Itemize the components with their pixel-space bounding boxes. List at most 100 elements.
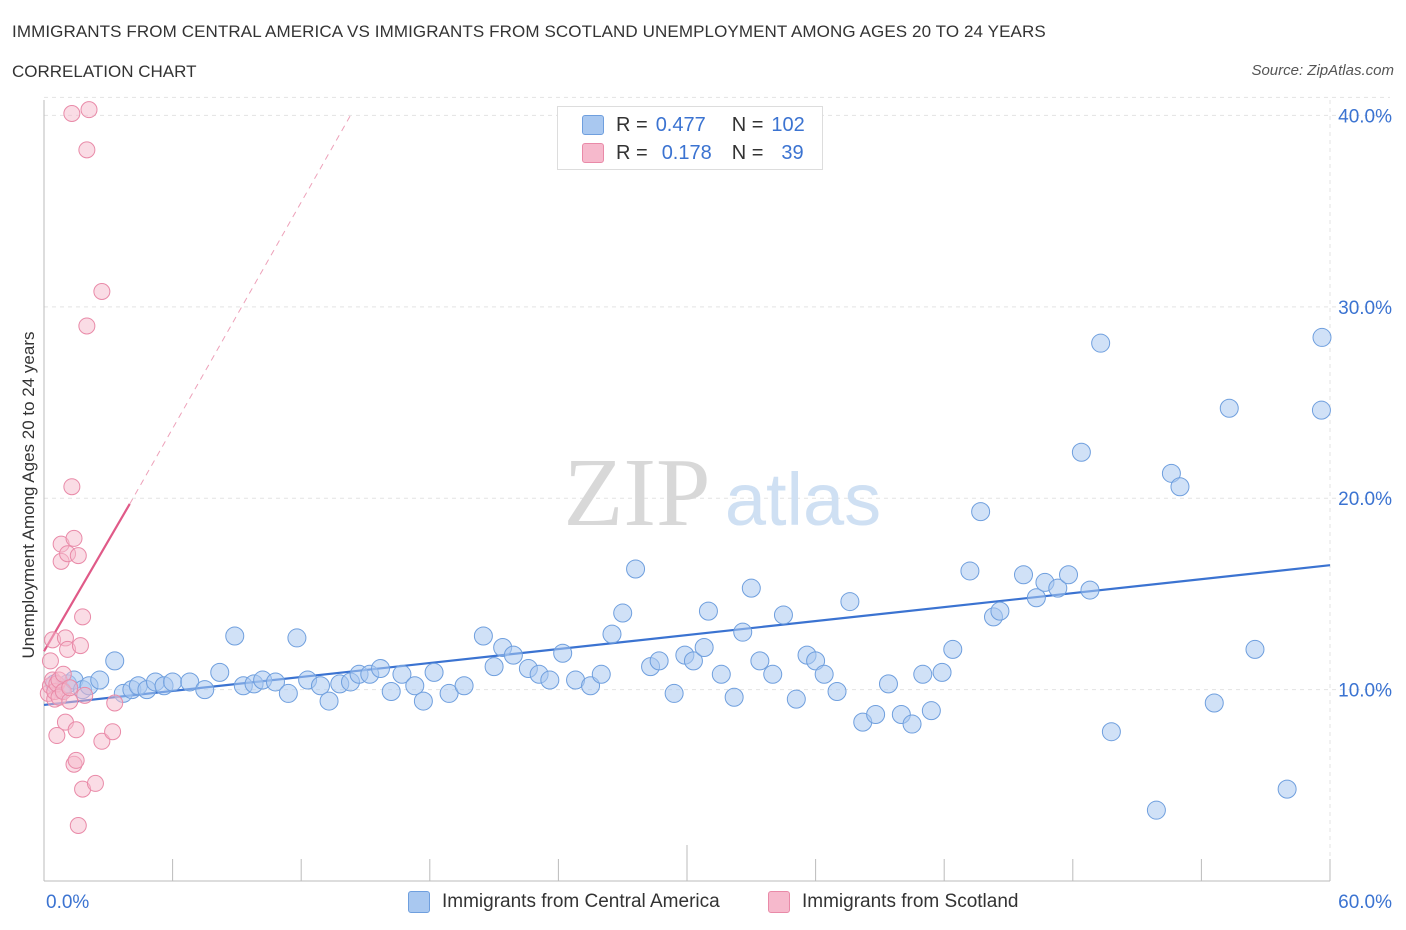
y-tick-label: 10.0%: [1338, 681, 1392, 702]
legend-label-scotland: Immigrants from Scotland: [802, 891, 1019, 912]
point-central-america: [786, 689, 806, 709]
point-central-america: [664, 683, 684, 703]
point-central-america: [932, 662, 952, 682]
point-central-america: [626, 559, 646, 579]
point-central-america: [180, 672, 200, 692]
n-label: N =: [731, 141, 764, 164]
point-central-america: [265, 672, 285, 692]
legend-row-central-america: R = 0.477 N = 102: [582, 113, 805, 137]
r-label: R =: [616, 141, 648, 164]
watermark: ZIP atlas: [564, 439, 882, 547]
point-central-america: [613, 603, 633, 623]
tick-labels: 10.0% 20.0% 30.0% 40.0% 0.0% 60.0%: [46, 106, 1392, 913]
point-scotland: [67, 721, 85, 739]
point-central-america: [1170, 477, 1190, 497]
point-central-america: [319, 691, 339, 711]
point-central-america: [424, 662, 444, 682]
y-axis-label: Unemployment Among Ages 20 to 24 years: [19, 332, 38, 659]
point-central-america: [827, 682, 847, 702]
point-scotland: [80, 101, 98, 119]
data-points: [39, 101, 1332, 834]
point-scotland: [65, 529, 83, 547]
point-central-america: [503, 645, 523, 665]
point-central-america: [698, 601, 718, 621]
point-central-america: [287, 628, 307, 648]
point-central-america: [1219, 398, 1239, 418]
point-central-america: [381, 682, 401, 702]
point-central-america: [683, 651, 703, 671]
point-scotland: [74, 608, 92, 626]
legend-item-scotland: Immigrants from Scotland: [768, 889, 1018, 915]
point-central-america: [210, 662, 230, 682]
pink-legend-swatch: [768, 891, 790, 913]
point-scotland: [41, 652, 59, 670]
point-central-america: [454, 676, 474, 696]
point-central-america: [971, 502, 991, 522]
r-value-scotland: 0.178: [661, 141, 712, 164]
n-value-central-america: 102: [771, 113, 805, 136]
point-central-america: [750, 651, 770, 671]
point-central-america: [902, 714, 922, 734]
point-scotland: [93, 732, 111, 750]
point-central-america: [840, 592, 860, 612]
point-central-america: [694, 637, 714, 657]
point-central-america: [1026, 588, 1046, 608]
point-central-america: [602, 624, 622, 644]
point-scotland: [67, 751, 85, 769]
y-tick-label: 20.0%: [1338, 489, 1392, 510]
point-central-america: [1245, 639, 1265, 659]
n-label: N =: [731, 113, 764, 136]
point-central-america: [733, 622, 753, 642]
point-scotland: [69, 816, 87, 834]
point-scotland: [69, 547, 87, 565]
point-central-america: [1146, 800, 1166, 820]
point-central-america: [591, 664, 611, 684]
point-central-america: [943, 639, 963, 659]
point-scotland: [78, 317, 96, 335]
point-scotland: [86, 774, 104, 792]
point-central-america: [913, 664, 933, 684]
point-central-america: [484, 657, 504, 677]
point-central-america: [473, 626, 493, 646]
point-scotland: [71, 637, 89, 655]
point-central-america: [649, 651, 669, 671]
point-central-america: [105, 651, 125, 671]
point-central-america: [866, 704, 886, 724]
point-central-america: [1161, 463, 1181, 483]
trend-extension-scotland: [129, 115, 351, 505]
legend-item-central-america: Immigrants from Central America: [408, 889, 720, 915]
point-central-america: [413, 691, 433, 711]
point-central-america: [806, 651, 826, 671]
point-scotland: [76, 686, 94, 704]
trend-lines: [43, 115, 1331, 707]
r-value-central-america: 0.477: [655, 113, 706, 136]
point-central-america: [1048, 578, 1068, 598]
point-central-america: [960, 561, 980, 581]
point-central-america: [90, 670, 110, 690]
legend-row-scotland: R = 0.178 N = 39: [582, 141, 804, 165]
point-central-america: [1312, 327, 1332, 347]
point-scotland: [93, 283, 111, 301]
point-central-america: [1071, 442, 1091, 462]
y-tick-label: 40.0%: [1338, 106, 1392, 127]
point-central-america: [711, 664, 731, 684]
point-central-america: [1101, 722, 1121, 742]
point-central-america: [1014, 565, 1034, 585]
point-central-america: [878, 674, 898, 694]
watermark-atlas: atlas: [725, 458, 881, 541]
point-central-america: [278, 683, 298, 703]
r-label: R =: [616, 113, 648, 136]
pink-swatch: [582, 143, 604, 163]
chart-subtitle: CORRELATION CHART: [12, 62, 197, 81]
blue-legend-swatch: [408, 891, 430, 913]
x-tick-label: 60.0%: [1338, 892, 1392, 913]
y-tick-label: 30.0%: [1338, 298, 1392, 319]
point-central-america: [1277, 779, 1297, 799]
x-tick-label: 0.0%: [46, 892, 89, 913]
point-scotland: [63, 478, 81, 496]
point-central-america: [773, 605, 793, 625]
correlation-legend: R = 0.477 N = 102 R = 0.178 N = 39: [557, 106, 823, 170]
axes: [43, 100, 1331, 882]
point-scotland: [106, 694, 124, 712]
